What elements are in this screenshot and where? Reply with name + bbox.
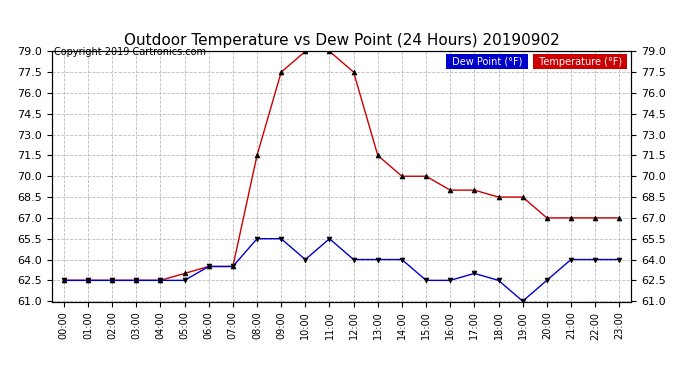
Title: Outdoor Temperature vs Dew Point (24 Hours) 20190902: Outdoor Temperature vs Dew Point (24 Hou… bbox=[124, 33, 560, 48]
Text: Dew Point (°F): Dew Point (°F) bbox=[448, 57, 525, 67]
Text: Temperature (°F): Temperature (°F) bbox=[535, 57, 625, 67]
Text: Copyright 2019 Cartronics.com: Copyright 2019 Cartronics.com bbox=[54, 47, 206, 57]
